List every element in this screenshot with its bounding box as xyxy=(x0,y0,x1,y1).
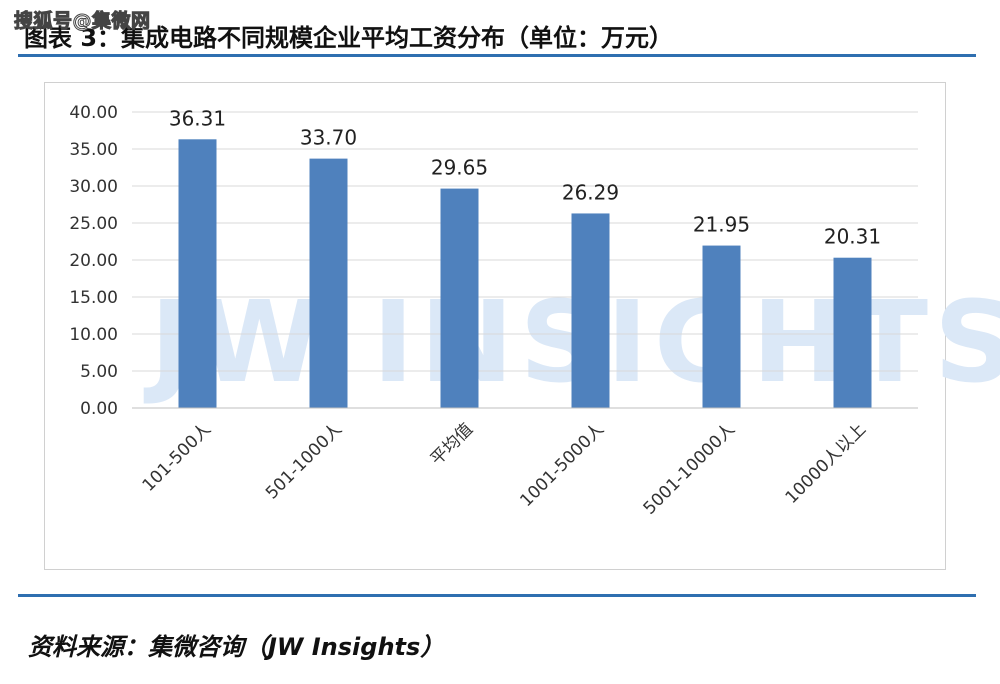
x-tick-label: 101-500人 xyxy=(139,419,215,495)
x-tick-label: 1001-5000人 xyxy=(516,419,608,511)
x-tick-label: 平均值 xyxy=(427,419,477,469)
x-tick-label: 5001-10000人 xyxy=(640,419,739,518)
source-note: 资料来源：集微咨询（JW Insights） xyxy=(28,633,445,661)
top-rule xyxy=(18,54,976,57)
data-label: 29.65 xyxy=(431,156,488,180)
x-tick-label: 501-1000人 xyxy=(262,419,346,503)
y-tick-label: 25.00 xyxy=(69,214,118,234)
x-tick-label: 10000人以上 xyxy=(782,419,870,507)
y-tick-label: 0.00 xyxy=(80,399,118,419)
y-tick-label: 40.00 xyxy=(69,103,118,123)
data-label: 26.29 xyxy=(562,180,619,204)
y-tick-label: 20.00 xyxy=(69,251,118,271)
data-label: 20.31 xyxy=(824,225,881,249)
data-label: 21.95 xyxy=(693,213,750,237)
bar xyxy=(833,257,872,408)
y-tick-label: 5.00 xyxy=(80,362,118,382)
figure-title: 图表 3：集成电路不同规模企业平均工资分布（单位：万元） xyxy=(24,24,674,52)
bottom-rule xyxy=(18,594,976,597)
bar xyxy=(178,139,217,408)
watermark-top: 搜狐号@集微网 xyxy=(14,10,151,33)
bar xyxy=(440,188,479,408)
y-tick-label: 10.00 xyxy=(69,325,118,345)
y-tick-label: 35.00 xyxy=(69,140,118,160)
data-label: 36.31 xyxy=(169,106,226,130)
y-tick-label: 30.00 xyxy=(69,177,118,197)
y-tick-label: 15.00 xyxy=(69,288,118,308)
data-label: 33.70 xyxy=(300,126,357,150)
bar xyxy=(571,213,610,408)
bar xyxy=(702,245,741,408)
bar xyxy=(309,158,348,408)
